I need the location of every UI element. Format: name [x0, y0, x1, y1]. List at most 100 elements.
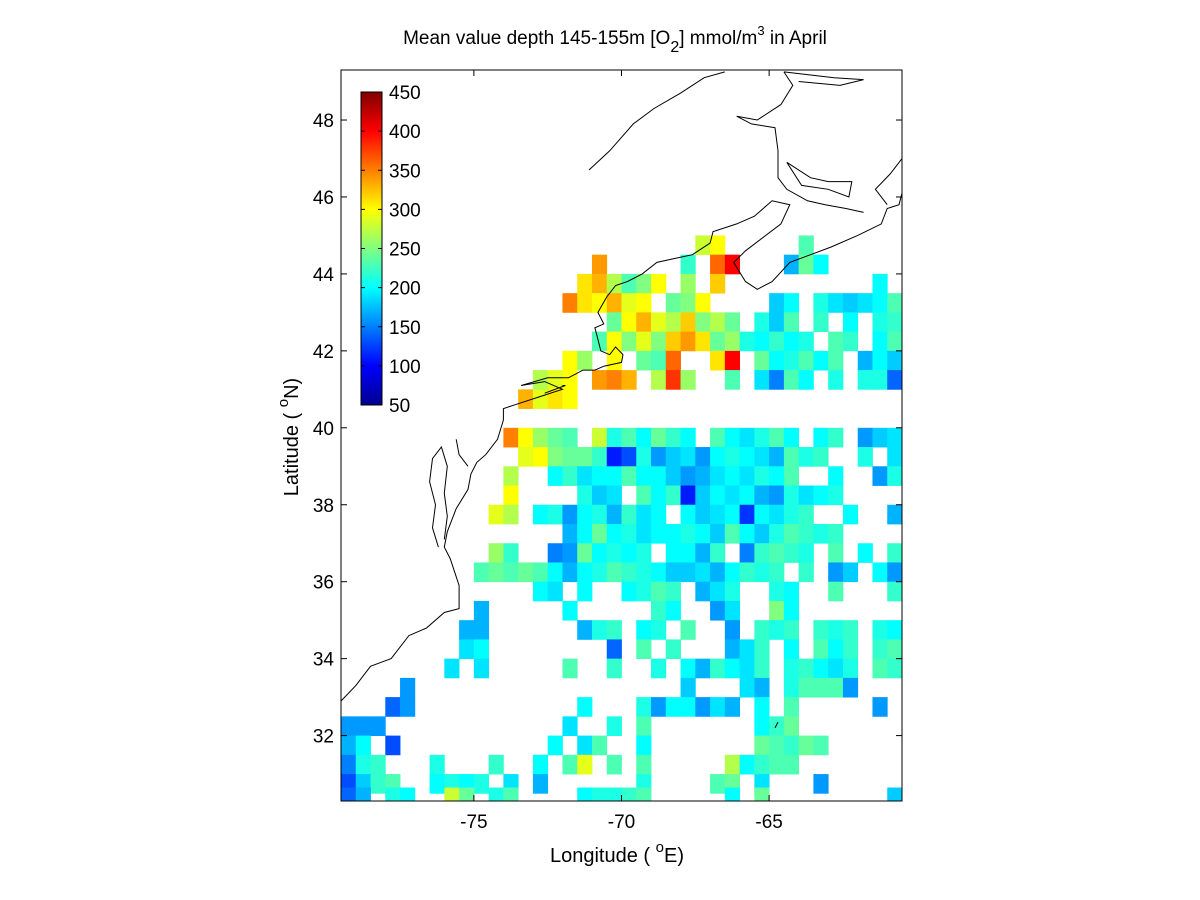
heatmap-cell — [724, 350, 740, 371]
heatmap-cell — [754, 562, 770, 583]
heatmap-cell — [651, 523, 667, 544]
heatmap-cell — [887, 639, 902, 660]
heatmap-cell — [769, 350, 785, 371]
heatmap-cell — [724, 697, 740, 717]
heatmap-cell — [518, 389, 534, 409]
heatmap-cell — [577, 466, 593, 486]
heatmap-cell — [724, 787, 740, 801]
heatmap-cell — [783, 312, 800, 333]
y-tick-label: 44 — [313, 265, 335, 286]
coastline — [341, 71, 902, 729]
heatmap-cell — [710, 581, 726, 602]
heatmap-cell — [783, 581, 800, 602]
heatmap-cell — [828, 639, 844, 660]
heatmap-cell — [783, 447, 800, 467]
heatmap-cell — [842, 562, 859, 583]
heatmap-cell — [710, 774, 726, 794]
heatmap-cell — [651, 485, 667, 506]
y-axis-ticks: 32 34 36 38 40 42 44 46 48 — [313, 111, 902, 748]
heatmap-cell — [798, 523, 814, 544]
heatmap-cell — [651, 312, 667, 333]
heatmap-cell — [842, 639, 859, 660]
heatmap-cell — [680, 447, 696, 467]
heatmap-cell — [828, 581, 844, 602]
y-tick-label: 34 — [313, 650, 335, 671]
heatmap-cell — [754, 427, 770, 448]
heatmap-cell — [724, 331, 740, 352]
heatmap-cell — [828, 620, 844, 640]
heatmap-cell — [370, 716, 386, 736]
heatmap-cell — [651, 581, 667, 602]
heatmap-cell — [754, 331, 770, 352]
heatmap-cell — [665, 447, 681, 467]
heatmap-cell — [680, 485, 696, 506]
heatmap-cell — [370, 774, 386, 794]
heatmap-cell — [769, 293, 785, 313]
heatmap-cell — [429, 774, 445, 794]
heatmap-cell — [459, 639, 475, 660]
heatmap-cell — [591, 562, 608, 583]
heatmap-cell — [695, 523, 711, 544]
heatmap-cell — [562, 658, 578, 679]
heatmap-cell — [724, 504, 740, 525]
heatmap-cell — [813, 312, 829, 333]
x-axis-label: Longitude ( oE) — [550, 839, 684, 867]
heatmap-cell — [887, 658, 902, 679]
heatmap-cell — [651, 658, 667, 679]
heatmap-cell — [591, 447, 608, 467]
heatmap-cell — [680, 254, 696, 275]
x-axis-ticks: -75 -70 -65 — [460, 70, 783, 833]
heatmap-cell — [621, 273, 637, 294]
heatmap-cell — [680, 312, 696, 333]
heatmap-cell — [385, 787, 401, 801]
heatmap-cell — [400, 787, 416, 801]
heatmap-cell — [813, 293, 829, 313]
heatmap-cell — [887, 620, 902, 640]
heatmap-cell — [842, 658, 859, 679]
heatmap-cell — [887, 504, 902, 525]
heatmap-cell — [547, 466, 563, 486]
heatmap-cell — [783, 370, 800, 390]
heatmap-cell — [680, 677, 696, 698]
colorbar-tick-label: 300 — [389, 200, 421, 221]
heatmap-cell — [754, 504, 770, 525]
heatmap-cell — [769, 466, 785, 486]
heatmap-cell — [488, 754, 504, 775]
heatmap-cell — [710, 427, 726, 448]
heatmap-cell — [754, 787, 770, 801]
heatmap-cell — [769, 331, 785, 352]
x-tick-label: -75 — [460, 812, 487, 833]
heatmap-cell — [665, 639, 681, 660]
heatmap-cell — [665, 485, 681, 506]
heatmap-cell — [591, 331, 608, 352]
heatmap-cell — [651, 427, 667, 448]
heatmap-cell — [887, 787, 902, 801]
heatmap-cell — [724, 370, 740, 390]
heatmap-cell — [783, 350, 800, 371]
heatmap-cell — [665, 312, 681, 333]
heatmap-cell — [783, 754, 800, 775]
heatmap-cell — [636, 427, 652, 448]
heatmap-cell — [606, 331, 622, 352]
heatmap-cell — [665, 350, 681, 371]
heatmap-cell — [783, 677, 800, 698]
heatmap-cell — [798, 331, 814, 352]
heatmap-cell — [636, 697, 652, 717]
heatmap-cell — [828, 543, 844, 563]
heatmap-cell — [473, 562, 490, 583]
heatmap-cell — [651, 331, 667, 352]
heatmap-cell — [503, 787, 519, 801]
colorbar-tick-label: 200 — [389, 279, 421, 300]
heatmap-cell — [872, 293, 888, 313]
heatmap-cell — [400, 677, 416, 698]
heatmap-cell — [828, 350, 844, 371]
heatmap-cell — [636, 523, 652, 544]
heatmap-cell — [606, 447, 622, 467]
heatmap-cell — [591, 466, 608, 486]
heatmap-cell — [710, 273, 726, 294]
heatmap-cell — [695, 543, 711, 563]
heatmap-cell — [636, 485, 652, 506]
heatmap-cell — [710, 543, 726, 563]
heatmap-cell — [828, 427, 844, 448]
